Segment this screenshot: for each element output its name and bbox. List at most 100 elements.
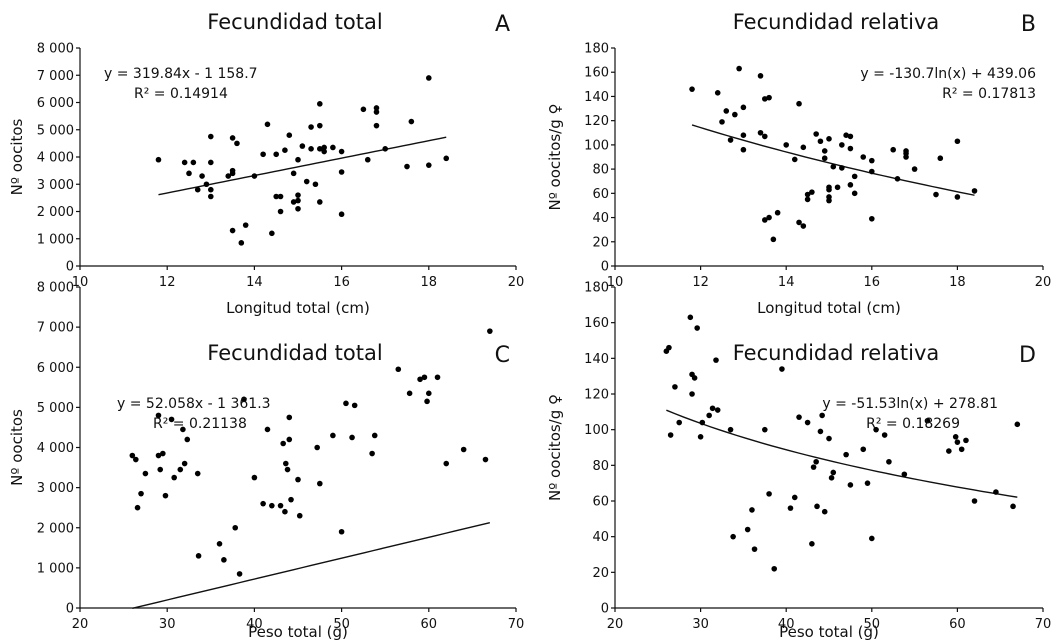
x-tick-label: 12 <box>159 275 176 290</box>
data-point <box>774 209 781 216</box>
data-point <box>373 109 380 115</box>
data-point <box>894 176 901 182</box>
x-tick-label: 16 <box>864 275 881 290</box>
y-tick-label: 100 <box>584 138 609 153</box>
data-point <box>282 147 288 153</box>
data-point <box>295 476 301 483</box>
data-point <box>771 565 778 572</box>
x-tick-label: 50 <box>864 617 881 632</box>
data-point <box>284 466 291 473</box>
y-tick-label: 7 000 <box>37 69 74 84</box>
data-point <box>277 502 284 509</box>
data-point <box>181 460 188 467</box>
trendline <box>132 521 491 609</box>
data-point <box>241 396 247 403</box>
data-point <box>847 145 854 152</box>
y-tick-label: 140 <box>584 90 609 105</box>
data-point <box>460 446 467 453</box>
data-point <box>426 162 432 168</box>
x-tick-label: 20 <box>607 617 624 632</box>
y-tick-label: 20 <box>592 235 609 250</box>
data-point <box>277 193 284 200</box>
data-point <box>971 498 978 504</box>
data-point <box>800 223 807 229</box>
data-point <box>234 140 240 147</box>
y-tick-label: 2 000 <box>37 521 74 536</box>
data-point <box>819 412 825 419</box>
y-tick-label: 5 000 <box>37 401 74 416</box>
data-point <box>208 159 214 166</box>
data-point <box>813 131 819 137</box>
data-point <box>295 192 301 198</box>
data-point <box>273 151 280 158</box>
data-point <box>667 432 674 438</box>
data-point <box>338 148 345 155</box>
data-point <box>186 170 192 177</box>
data-point <box>796 100 802 107</box>
data-point <box>242 222 249 228</box>
data-point <box>194 470 201 477</box>
data-point <box>269 230 275 237</box>
data-point <box>229 170 236 177</box>
trendline <box>691 124 975 196</box>
y-axis-label: Nº oocitos/g ♀ <box>546 394 564 501</box>
panel-letter: C <box>495 343 510 368</box>
chart-title: Fecundidad total <box>207 10 382 34</box>
x-tick-label: 50 <box>333 617 350 632</box>
y-tick-label: 160 <box>584 316 609 331</box>
regression-equation: y = -130.7ln(x) + 439.06 <box>860 66 1036 82</box>
data-point <box>787 505 794 511</box>
y-tick-label: 0 <box>601 260 609 275</box>
data-point <box>911 166 918 172</box>
panel-letter: D <box>1019 343 1036 368</box>
data-point <box>740 132 747 138</box>
data-point <box>369 450 375 457</box>
data-point <box>424 398 430 405</box>
data-point <box>762 96 768 102</box>
y-tick-label: 1 000 <box>37 232 74 247</box>
data-point <box>821 155 828 162</box>
data-point <box>487 328 493 334</box>
data-point <box>229 135 236 141</box>
data-point <box>138 490 144 497</box>
data-point <box>740 104 747 111</box>
data-point <box>766 94 772 101</box>
y-tick-label: 7 000 <box>37 321 74 336</box>
data-point <box>288 496 294 503</box>
data-point <box>129 452 136 459</box>
regression-equation: y = 319.84x - 1 158.7 <box>104 66 258 82</box>
data-point <box>314 444 320 451</box>
data-point <box>723 108 730 114</box>
data-point <box>408 118 415 125</box>
data-point <box>821 148 828 154</box>
data-point <box>817 138 824 145</box>
x-tick-label: 10 <box>607 275 624 290</box>
data-point <box>236 571 243 577</box>
data-point <box>142 470 149 477</box>
trendline <box>666 409 1018 498</box>
panel-letter: B <box>1021 12 1036 37</box>
data-point <box>864 480 871 486</box>
data-point <box>260 151 266 158</box>
data-point <box>843 132 849 138</box>
data-point <box>860 154 867 160</box>
data-point <box>225 173 232 179</box>
chart-title: Fecundidad total <box>207 341 382 365</box>
data-point <box>672 384 678 390</box>
data-point <box>338 528 345 535</box>
data-point <box>155 452 162 459</box>
data-point <box>687 314 694 321</box>
data-point <box>691 375 698 381</box>
x-tick-label: 14 <box>778 275 795 290</box>
data-point <box>826 435 832 442</box>
data-point <box>443 460 450 467</box>
data-point <box>813 458 819 465</box>
data-point <box>208 186 214 193</box>
y-tick-label: 20 <box>592 566 609 581</box>
y-tick-label: 2 000 <box>37 205 74 220</box>
x-axis-label: Peso total (g) <box>248 623 348 640</box>
data-point <box>676 419 682 426</box>
y-tick-label: 6 000 <box>37 361 74 376</box>
data-point <box>264 121 271 128</box>
data-point <box>208 133 214 140</box>
